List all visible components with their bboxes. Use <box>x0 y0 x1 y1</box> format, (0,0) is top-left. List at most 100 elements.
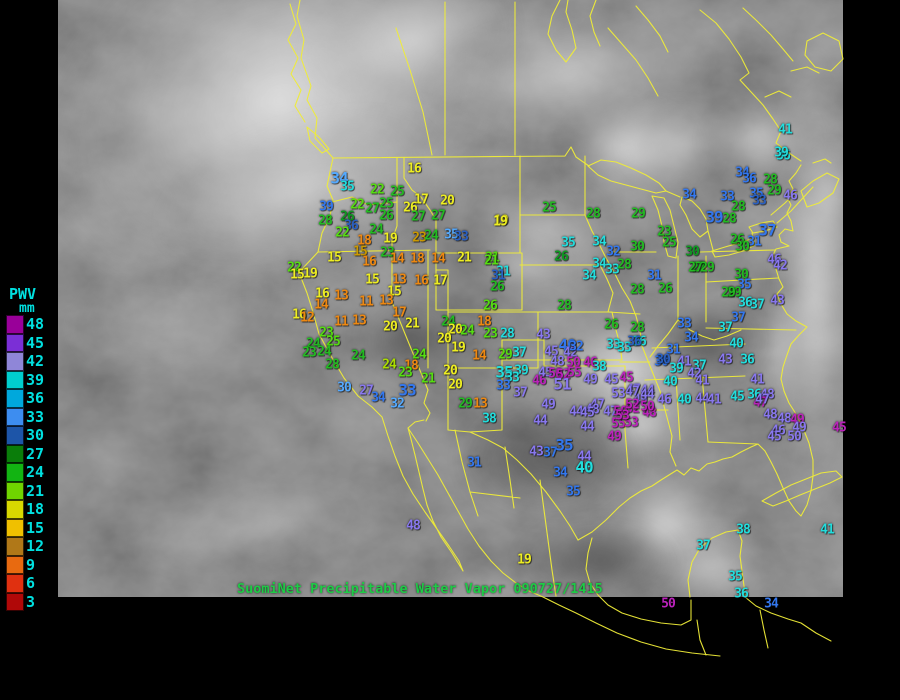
station-pwv-value: 45 <box>604 372 619 388</box>
legend-value: 48 <box>26 315 45 334</box>
station-pwv-value: 39 <box>774 145 789 161</box>
legend-swatch <box>6 315 24 334</box>
clear-air-region <box>460 400 640 520</box>
station-pwv-value: 19 <box>383 231 398 247</box>
legend-value: 33 <box>26 407 45 426</box>
legend-value: 21 <box>26 481 45 500</box>
station-pwv-value: 46 <box>767 252 782 268</box>
station-pwv-value: 26 <box>403 200 418 216</box>
texas-oklahoma-borders <box>469 311 629 541</box>
station-pwv-value: 39 <box>514 363 529 379</box>
station-pwv-value: 45 <box>544 344 559 360</box>
station-pwv-value: 18 <box>410 251 425 267</box>
cloud-mass <box>700 90 820 190</box>
station-pwv-value: 36 <box>747 387 762 403</box>
station-pwv-value: 45 <box>730 389 745 405</box>
station-pwv-value: 28 <box>731 199 746 215</box>
legend-swatch <box>6 518 24 537</box>
station-pwv-value: 34 <box>684 330 699 346</box>
station-pwv-value: 48 <box>760 387 775 403</box>
station-pwv-value: 27 <box>688 260 703 276</box>
station-pwv-value: 52 <box>556 367 571 383</box>
legend-title: PWV <box>9 285 37 303</box>
station-pwv-value: 44 <box>569 404 584 420</box>
gulf-atlantic-coast <box>577 164 814 541</box>
station-pwv-value: 37 <box>718 320 733 336</box>
station-pwv-value: 34 <box>371 390 386 406</box>
cloud-mass <box>480 240 570 300</box>
station-pwv-value: 25 <box>542 200 557 216</box>
legend-entry: 3 <box>6 592 52 611</box>
station-pwv-value: 28 <box>325 357 340 373</box>
station-pwv-value: 45 <box>619 370 634 386</box>
station-pwv-value: 48 <box>763 407 778 423</box>
station-pwv-value: 47 <box>753 395 768 411</box>
station-pwv-value: 24 <box>306 336 321 352</box>
legend-swatch <box>6 407 24 426</box>
station-pwv-value: 35 <box>495 362 513 382</box>
station-pwv-value: 50 <box>548 366 563 382</box>
station-pwv-value: 15 <box>365 272 380 288</box>
station-pwv-value: 37 <box>758 220 776 240</box>
station-pwv-value: 31 <box>666 342 681 358</box>
station-pwv-value: 40 <box>677 392 692 408</box>
station-pwv-value: 30 <box>630 239 645 255</box>
legend-swatch <box>6 389 24 408</box>
station-pwv-value: 34 <box>735 165 750 181</box>
canada-us-border <box>332 1 590 167</box>
legend-swatch <box>6 370 24 389</box>
station-pwv-value: 38 <box>482 411 497 427</box>
east-state-borders <box>699 249 797 445</box>
legend-swatch <box>6 463 24 482</box>
legend-value: 6 <box>26 574 36 593</box>
station-pwv-value: 13 <box>379 293 394 309</box>
station-pwv-value: 49 <box>633 392 648 408</box>
station-pwv-value: 32 <box>606 244 621 260</box>
station-pwv-value: 16 <box>292 307 307 323</box>
station-pwv-value: 28 <box>630 320 645 336</box>
station-pwv-value: 39 <box>319 199 334 215</box>
station-pwv-value: 19 <box>493 214 508 230</box>
station-pwv-value: 36 <box>632 334 647 350</box>
station-pwv-value: 43 <box>718 352 733 368</box>
station-pwv-value: 41 <box>695 373 710 389</box>
station-pwv-value: 38 <box>736 522 751 538</box>
station-pwv-value: 22 <box>370 182 385 198</box>
station-pwv-value: 41 <box>707 392 722 408</box>
station-pwv-value: 23 <box>319 325 334 341</box>
station-pwv-value: 28 <box>763 172 778 188</box>
station-pwv-value: 24 <box>317 344 332 360</box>
cloud-mass <box>555 95 705 205</box>
station-pwv-value: 39 <box>705 207 723 227</box>
station-pwv-value: 36 <box>738 295 753 311</box>
station-pwv-value: 16 <box>362 254 377 270</box>
station-pwv-value: 21 <box>485 250 500 266</box>
station-pwv-value: 25 <box>379 196 394 212</box>
station-pwv-value: 15 <box>290 267 305 283</box>
station-pwv-value: 26 <box>340 209 355 225</box>
station-pwv-value: 20 <box>443 363 458 379</box>
legend-entry: 27 <box>6 444 52 463</box>
station-pwv-value: 34 <box>330 168 348 188</box>
station-pwv-value: 49 <box>607 429 622 445</box>
station-pwv-value: 33 <box>677 316 692 332</box>
station-pwv-value: 23 <box>398 365 413 381</box>
legend-value: 18 <box>26 500 45 519</box>
station-pwv-value: 13 <box>473 396 488 412</box>
product-caption: SuomiNet Precipitable Water Vapor 090727… <box>237 581 603 597</box>
station-pwv-value: 50 <box>787 429 802 445</box>
station-pwv-value: 38 <box>592 359 607 375</box>
legend-value: 3 <box>26 592 36 611</box>
station-pwv-value: 49 <box>792 420 807 436</box>
legend-unit: mm <box>19 301 35 316</box>
station-pwv-value: 48 <box>406 518 421 534</box>
station-pwv-value: 26 <box>730 232 745 248</box>
station-pwv-value: 28 <box>500 326 515 342</box>
station-pwv-value: 35 <box>561 235 576 251</box>
station-pwv-value: 30 <box>656 352 671 368</box>
station-pwv-value: 28 <box>630 282 645 298</box>
station-pwv-value: 44 <box>580 419 595 435</box>
station-pwv-value: 40 <box>558 335 576 355</box>
great-lakes <box>587 159 814 259</box>
station-pwv-value: 49 <box>790 412 805 428</box>
